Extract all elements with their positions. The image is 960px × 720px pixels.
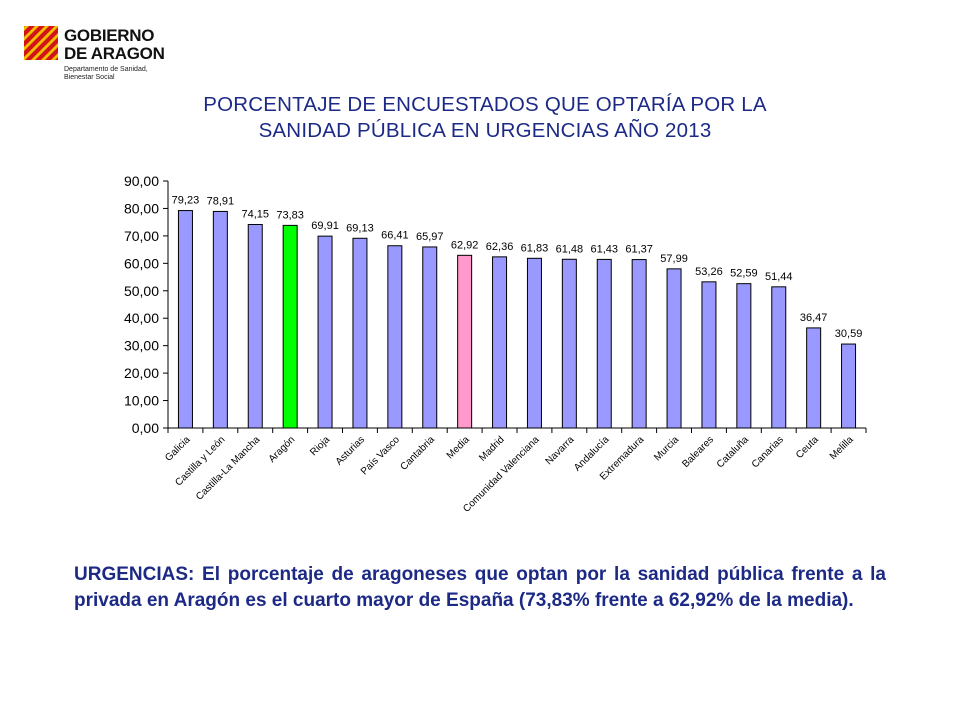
- y-tick-label: 50,00: [124, 283, 159, 299]
- bar: [247, 223, 263, 429]
- category-label: Castilla-La Mancha: [194, 434, 263, 503]
- value-label: 74,15: [241, 208, 269, 220]
- value-label: 69,91: [311, 220, 339, 232]
- value-label: 79,23: [172, 195, 200, 207]
- caption-text: URGENCIAS: El porcentaje de aragoneses q…: [74, 564, 886, 611]
- category-label: Cantabria: [398, 434, 437, 473]
- category-label: Aragón: [267, 434, 298, 465]
- value-label: 62,92: [451, 239, 479, 251]
- bar: [561, 258, 577, 429]
- y-tick-label: 20,00: [124, 365, 159, 381]
- value-label: 61,83: [521, 242, 549, 254]
- bar: [282, 224, 298, 429]
- category-label: Melilla: [828, 434, 856, 462]
- logo-line-1: GOBIERNO: [64, 26, 155, 45]
- bar: [841, 343, 857, 429]
- bar: [736, 283, 752, 429]
- gobierno-aragon-logo: GOBIERNO DE ARAGON Departamento de Sanid…: [24, 24, 174, 94]
- bar: [212, 210, 228, 429]
- value-label: 73,83: [276, 209, 304, 221]
- value-label: 36,47: [800, 312, 828, 324]
- value-label: 53,26: [695, 266, 723, 278]
- value-label: 61,48: [556, 243, 584, 255]
- bar: [352, 237, 368, 429]
- bar: [422, 246, 438, 429]
- chart-title-line-1: PORCENTAJE DE ENCUESTADOS QUE OPTARÍA PO…: [203, 93, 767, 116]
- bar: [317, 235, 333, 429]
- y-tick-label: 70,00: [124, 228, 159, 244]
- y-tick-label: 10,00: [124, 393, 159, 409]
- category-label: Madrid: [477, 434, 506, 463]
- bar: [387, 245, 403, 429]
- y-tick-label: 0,00: [132, 420, 159, 436]
- bar: [666, 268, 682, 429]
- value-label: 65,97: [416, 231, 444, 243]
- value-label: 51,44: [765, 271, 793, 283]
- value-label: 61,43: [590, 243, 618, 255]
- value-label: 69,13: [346, 222, 374, 234]
- y-tick-label: 30,00: [124, 338, 159, 354]
- bar: [492, 256, 508, 429]
- y-tick-label: 90,00: [124, 173, 159, 189]
- value-label: 66,41: [381, 230, 409, 242]
- category-label: Canarias: [750, 434, 786, 470]
- value-label: 78,91: [207, 195, 235, 207]
- bar: [526, 257, 542, 429]
- category-label: Navarra: [544, 434, 577, 467]
- category-label: Asturias: [334, 434, 367, 467]
- bar: [596, 258, 612, 429]
- category-label: Baleares: [680, 434, 716, 470]
- value-label: 61,37: [625, 244, 653, 256]
- logo-department-line-2: Bienestar Social: [64, 74, 115, 81]
- category-label: Murcia: [652, 434, 681, 463]
- category-label: Rioja: [308, 434, 332, 458]
- chart-title-line-2: SANIDAD PÚBLICA EN URGENCIAS AÑO 2013: [258, 119, 712, 142]
- category-label: Cataluña: [715, 434, 751, 470]
- value-label: 57,99: [660, 253, 688, 265]
- bar: [806, 327, 822, 429]
- y-tick-label: 80,00: [124, 200, 159, 216]
- aragon-flag-icon: [24, 26, 58, 60]
- bar: [631, 259, 647, 429]
- category-label: Galicia: [163, 434, 193, 464]
- category-label: Media: [445, 434, 472, 461]
- category-label: Ceuta: [794, 434, 821, 461]
- chart-title: PORCENTAJE DE ENCUESTADOS QUE OPTARÍA PO…: [160, 92, 810, 144]
- value-label: 52,59: [730, 268, 758, 280]
- value-label: 62,36: [486, 241, 514, 253]
- value-label: 30,59: [835, 328, 863, 340]
- y-tick-label: 40,00: [124, 310, 159, 326]
- y-tick-label: 60,00: [124, 255, 159, 271]
- bar: [177, 210, 193, 429]
- logo-department-line-1: Departamento de Sanidad,: [64, 66, 148, 73]
- bar: [771, 286, 787, 429]
- bar: [701, 281, 717, 429]
- logo-line-2: DE ARAGON: [64, 44, 165, 63]
- bar: [457, 254, 473, 429]
